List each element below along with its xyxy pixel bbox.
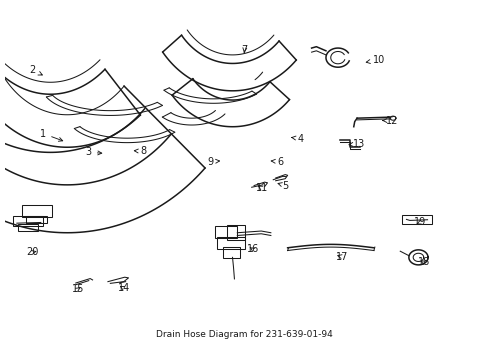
Text: 7: 7 xyxy=(241,45,247,55)
Text: 16: 16 xyxy=(246,244,258,254)
Text: 20: 20 xyxy=(26,247,39,257)
Text: 17: 17 xyxy=(335,252,347,262)
Text: 8: 8 xyxy=(134,147,146,156)
Text: 5: 5 xyxy=(278,181,288,190)
Text: 1: 1 xyxy=(40,129,62,141)
Text: 2: 2 xyxy=(29,65,42,75)
Text: 13: 13 xyxy=(348,139,365,149)
Text: 18: 18 xyxy=(417,257,429,267)
Text: 6: 6 xyxy=(270,157,283,167)
Text: 4: 4 xyxy=(291,134,303,144)
Text: 12: 12 xyxy=(382,116,397,126)
Text: 11: 11 xyxy=(256,183,268,193)
Text: 3: 3 xyxy=(85,147,102,157)
Text: Drain Hose Diagram for 231-639-01-94: Drain Hose Diagram for 231-639-01-94 xyxy=(156,330,332,339)
Text: 10: 10 xyxy=(366,55,384,65)
Text: 15: 15 xyxy=(71,284,84,294)
Text: 19: 19 xyxy=(413,217,426,228)
Text: 14: 14 xyxy=(118,283,130,293)
Text: 9: 9 xyxy=(206,157,219,167)
